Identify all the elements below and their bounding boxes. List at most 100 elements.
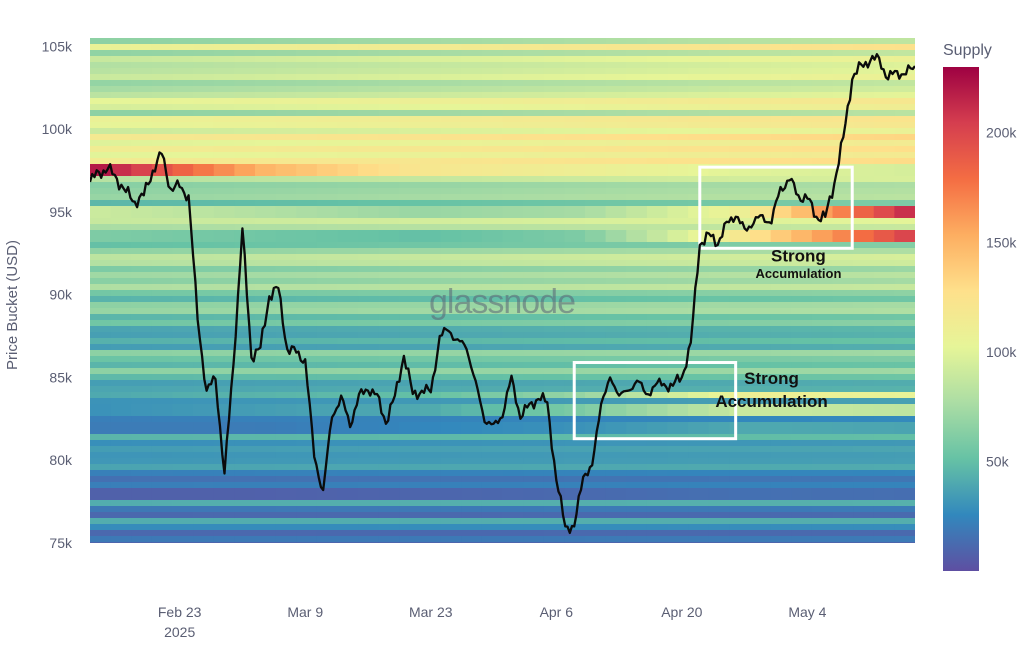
heatmap-cell bbox=[626, 524, 648, 531]
heatmap-cell bbox=[688, 332, 710, 339]
heatmap-cell bbox=[172, 500, 194, 507]
heatmap-cell bbox=[378, 464, 400, 471]
heatmap-cell bbox=[337, 152, 359, 159]
heatmap-cell bbox=[131, 506, 153, 513]
heatmap-cell bbox=[873, 332, 895, 339]
heatmap-cell bbox=[440, 302, 462, 309]
heatmap-cell bbox=[564, 200, 586, 207]
heatmap-cell bbox=[90, 314, 112, 321]
heatmap-cell bbox=[131, 188, 153, 195]
heatmap-cell bbox=[894, 344, 915, 351]
heatmap-cell bbox=[110, 86, 132, 93]
heatmap-cell bbox=[131, 464, 153, 471]
heatmap-cell bbox=[255, 332, 277, 339]
heatmap-cell bbox=[234, 542, 256, 543]
heatmap-cell bbox=[275, 398, 297, 405]
heatmap-cell bbox=[605, 110, 627, 117]
heatmap-cell bbox=[688, 110, 710, 117]
heatmap-cell bbox=[481, 158, 504, 165]
heatmap-cell bbox=[853, 230, 875, 237]
heatmap-cell bbox=[832, 344, 854, 351]
heatmap-cell bbox=[316, 398, 339, 405]
heatmap-cell bbox=[605, 134, 627, 141]
heatmap-cell bbox=[543, 80, 565, 87]
heatmap-cell bbox=[296, 494, 318, 501]
heatmap-cell bbox=[481, 368, 504, 375]
heatmap-cell bbox=[358, 350, 380, 357]
heatmap-cell bbox=[832, 332, 854, 339]
heatmap-cell bbox=[502, 44, 524, 51]
colorbar-tick-label: 150k bbox=[986, 234, 1017, 250]
heatmap-cell bbox=[358, 446, 380, 453]
heatmap-cell bbox=[316, 518, 339, 525]
heatmap-cell bbox=[378, 488, 400, 495]
heatmap-cell bbox=[110, 446, 132, 453]
heatmap-cell bbox=[255, 302, 277, 309]
heatmap-cell bbox=[90, 386, 112, 393]
heatmap-cell bbox=[894, 518, 915, 525]
heatmap-cell bbox=[234, 116, 256, 123]
heatmap-cell bbox=[378, 266, 400, 273]
heatmap-cell bbox=[399, 362, 421, 369]
heatmap-cell bbox=[193, 380, 215, 387]
heatmap-cell bbox=[626, 338, 648, 345]
heatmap-cell bbox=[316, 260, 339, 267]
heatmap-cell bbox=[667, 146, 689, 153]
heatmap-cell bbox=[543, 356, 565, 363]
heatmap-cell bbox=[523, 470, 545, 477]
heatmap-cell bbox=[110, 332, 132, 339]
heatmap-cell bbox=[832, 224, 854, 231]
heatmap-cell bbox=[420, 188, 442, 195]
heatmap-cell bbox=[255, 518, 277, 525]
heatmap-cell bbox=[110, 158, 132, 165]
heatmap-cell bbox=[750, 380, 772, 387]
heatmap-cell bbox=[688, 56, 710, 63]
heatmap-cell bbox=[255, 446, 277, 453]
heatmap-cell bbox=[832, 368, 854, 375]
heatmap-cell bbox=[378, 380, 400, 387]
heatmap-cell bbox=[131, 98, 153, 105]
heatmap-cell bbox=[131, 524, 153, 531]
heatmap-cell bbox=[853, 86, 875, 93]
heatmap-cell bbox=[213, 170, 235, 177]
heatmap-cell bbox=[440, 248, 462, 255]
heatmap-cell bbox=[605, 500, 627, 507]
heatmap-cell bbox=[90, 362, 112, 369]
heatmap-cell bbox=[770, 86, 792, 93]
colorbar-tick-label: 200k bbox=[986, 125, 1017, 141]
heatmap-cell bbox=[853, 242, 875, 249]
heatmap-cell bbox=[564, 260, 586, 267]
heatmap-cell bbox=[440, 344, 462, 351]
heatmap-cell bbox=[688, 122, 710, 129]
heatmap-cell bbox=[853, 116, 875, 123]
heatmap-cell bbox=[378, 86, 400, 93]
heatmap-cell bbox=[213, 218, 235, 225]
heatmap-cell bbox=[502, 98, 524, 105]
heatmap-cell bbox=[420, 428, 442, 435]
heatmap-cell bbox=[131, 224, 153, 231]
heatmap-cell bbox=[708, 254, 730, 261]
heatmap-cell bbox=[255, 530, 277, 537]
heatmap-cell bbox=[791, 110, 813, 117]
heatmap-cell bbox=[337, 296, 359, 303]
heatmap-cell bbox=[275, 446, 297, 453]
heatmap-cell bbox=[708, 38, 730, 45]
heatmap-cell bbox=[316, 374, 339, 381]
heatmap-cell bbox=[275, 260, 297, 267]
heatmap-cell bbox=[378, 344, 400, 351]
heatmap-cell bbox=[811, 122, 834, 129]
heatmap-cell bbox=[708, 104, 730, 111]
heatmap-cell bbox=[894, 314, 915, 321]
heatmap-cell bbox=[585, 50, 607, 57]
heatmap-cell bbox=[502, 206, 524, 213]
heatmap-cell bbox=[791, 50, 813, 57]
heatmap-cell bbox=[502, 104, 524, 111]
heatmap-cell bbox=[853, 272, 875, 279]
heatmap-cell bbox=[750, 296, 772, 303]
heatmap-cell bbox=[110, 104, 132, 111]
heatmap-cell bbox=[873, 296, 895, 303]
heatmap-cell bbox=[255, 188, 277, 195]
heatmap-cell bbox=[770, 236, 792, 243]
heatmap-cell bbox=[234, 308, 256, 315]
heatmap-cell bbox=[811, 110, 834, 117]
